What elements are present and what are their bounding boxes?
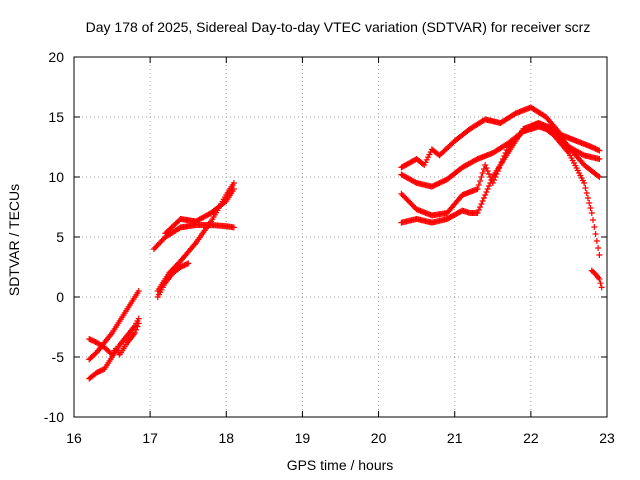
data-point [596,156,603,162]
grid [74,57,607,417]
data-point [581,180,588,186]
data-point [584,195,591,201]
data-point [484,186,491,192]
series-track-f [154,260,192,300]
data-point [485,171,492,177]
x-tick-label: 23 [599,430,615,446]
data-point [592,231,599,237]
data-point [593,238,600,244]
data-point [598,284,605,291]
y-tick-label: -5 [52,349,65,365]
data-point [230,186,237,192]
data-point [474,210,481,216]
data-point [479,170,486,176]
data-point [595,173,602,179]
data-point [477,178,484,184]
data-point [230,180,237,186]
y-tick-label: 10 [48,169,64,185]
data-point [483,165,490,171]
x-tick-label: 16 [66,430,82,446]
chart-title: Day 178 of 2025, Sidereal Day-to-day VTE… [86,19,591,35]
data-point [133,326,140,333]
y-tick-label: 0 [56,289,64,305]
series-track-g [162,186,237,237]
data-point [597,280,604,287]
x-tick-label: 18 [218,430,234,446]
data-point [596,252,603,258]
series-track-k [398,120,603,258]
data-point [478,201,485,207]
data-point [134,323,141,330]
data-point [135,288,142,294]
x-tick-label: 21 [447,430,463,446]
y-axis-label: SDTVAR / TECUs [6,184,22,296]
data-point [135,320,142,327]
axes: 16 17 18 19 20 21 22 23 -10 -5 0 5 10 15 20 [44,49,615,446]
data-point [475,207,482,213]
y-tick-label: 5 [56,229,64,245]
data-point [482,192,489,198]
data-point [480,195,487,201]
data-point [487,180,494,186]
data-point [582,185,589,191]
x-axis-label: GPS time / hours [287,457,394,473]
data-point [595,245,602,251]
y-tick-label: 15 [48,109,64,125]
series-track-l [588,267,605,291]
series-track-c [86,320,142,358]
data-point [131,330,138,336]
data-point [191,241,198,248]
data-point [484,168,491,174]
y-tick-label: -10 [44,409,64,425]
data-point [483,189,490,195]
data-point [586,200,593,206]
x-tick-label: 22 [523,430,539,446]
data-point [488,177,495,183]
x-tick-label: 17 [142,430,158,446]
data-point [475,182,482,188]
data-points [86,104,605,382]
series-track-a [86,288,142,363]
data-point [478,174,485,180]
data-point [588,210,595,216]
series-track-b [86,315,142,382]
data-point [477,204,484,210]
data-point [590,217,597,223]
data-point [485,183,492,189]
data-point [474,186,481,192]
data-point [591,224,598,230]
x-tick-label: 19 [295,430,311,446]
data-point [596,147,603,154]
data-point [587,205,594,211]
data-point [479,198,486,204]
x-tick-label: 20 [371,430,387,446]
data-point [230,224,237,231]
data-point [482,162,489,168]
y-tick-label: 20 [48,49,64,65]
data-point [583,190,590,196]
data-point [596,276,603,282]
data-point [185,260,192,267]
